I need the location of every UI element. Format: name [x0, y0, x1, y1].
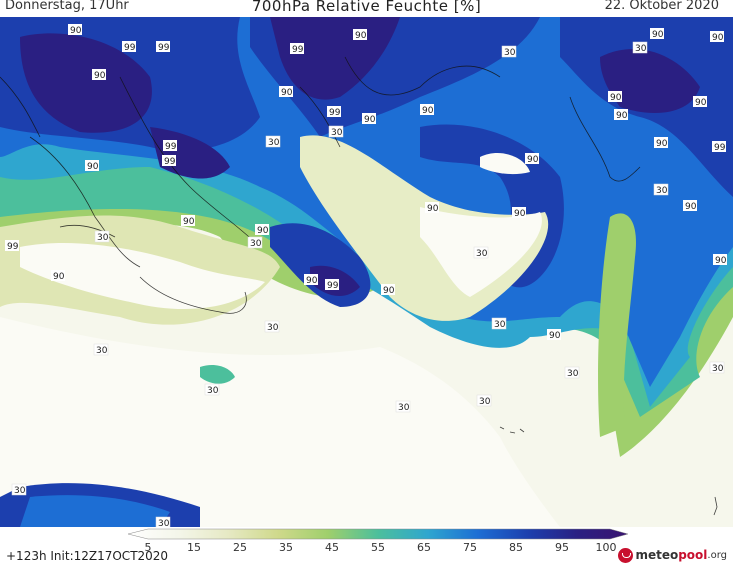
contour-label-humidity-value: 90 [616, 111, 628, 121]
meteopool-logo[interactable]: meteo pool .org [618, 546, 727, 564]
contour-label-humidity-value: 30 [479, 397, 491, 407]
contour-label-humidity-value: 30 [398, 403, 410, 413]
contour-label-humidity-value: 30 [97, 233, 109, 243]
contour-label-humidity-value: 30 [494, 320, 506, 330]
contour-label-humidity-value: 90 [70, 26, 82, 36]
contour-label-humidity-value: 30 [331, 128, 343, 138]
contour-label-humidity-value: 90 [87, 162, 99, 172]
contour-label-humidity-value: 30 [14, 486, 26, 496]
legend-tick: 65 [417, 541, 431, 554]
legend-tick: 15 [187, 541, 201, 554]
contour-label-humidity-value: 30 [504, 48, 516, 58]
contour-label-humidity-value: 30 [96, 346, 108, 356]
legend-tick: 100 [595, 541, 617, 554]
humidity-map: 90 99 99 90 99 90 99 99 90 90 99 99 90 9… [0, 17, 733, 527]
contour-label-humidity-value: 90 [257, 226, 269, 236]
contour-label-humidity-value: 90 [527, 155, 539, 165]
contour-label-humidity-value: 30 [476, 249, 488, 259]
contour-label-humidity-value: 90 [712, 33, 724, 43]
legend-tick: 45 [325, 541, 339, 554]
legend-tick: 5 [144, 541, 152, 554]
contour-label-humidity-value: 90 [685, 202, 697, 212]
contour-label-humidity-value: 99 [7, 242, 19, 252]
legend-tick: 35 [279, 541, 293, 554]
color-scale-bar [127, 528, 629, 540]
humidity-field: 90 99 99 90 99 90 99 99 90 90 99 99 90 9… [0, 17, 733, 527]
logo-text-pool: pool [678, 548, 708, 562]
contour-label-humidity-value: 30 [712, 364, 724, 374]
contour-label-humidity-value: 99 [158, 43, 170, 53]
contour-label-humidity-value: 90 [94, 71, 106, 81]
contour-label-humidity-value: 90 [652, 30, 664, 40]
contour-label-humidity-value: 99 [164, 157, 176, 167]
contour-label-humidity-value: 99 [292, 45, 304, 55]
meteopool-logo-icon [618, 547, 634, 563]
contour-label-humidity-value: 30 [207, 386, 219, 396]
forecast-date-label: 22. Oktober 2020 [604, 0, 719, 13]
contour-label-humidity-value: 90 [183, 217, 195, 227]
contour-label-humidity-value: 90 [514, 209, 526, 219]
contour-label-humidity-value: 30 [158, 519, 170, 527]
valid-time-label: Donnerstag, 17Uhr [5, 0, 129, 13]
contour-label-humidity-value: 99 [714, 143, 726, 153]
contour-label-humidity-value: 99 [165, 142, 177, 152]
contour-label-humidity-value: 90 [306, 276, 318, 286]
contour-label-humidity-value: 90 [355, 31, 367, 41]
contour-label-humidity-value: 30 [268, 138, 280, 148]
map-header: Donnerstag, 17Uhr 700hPa Relative Feucht… [0, 0, 733, 18]
legend-tick: 75 [463, 541, 477, 554]
contour-label-humidity-value: 90 [383, 286, 395, 296]
contour-label-humidity-value: 99 [329, 108, 341, 118]
legend-tick: 55 [371, 541, 385, 554]
logo-text-org: .org [707, 549, 727, 561]
contour-label-humidity-value: 90 [695, 98, 707, 108]
contour-label-humidity-value: 99 [327, 281, 339, 291]
contour-label-humidity-value: 30 [635, 44, 647, 54]
contour-label-humidity-value: 90 [656, 139, 668, 149]
model-run-info: +123h Init:12Z17OCT2020 [6, 549, 169, 563]
color-scale-legend: 5 15 25 35 45 55 65 75 85 95 100 +123h I… [0, 527, 733, 566]
contour-label-humidity-value: 30 [656, 186, 668, 196]
contour-label-humidity-value: 30 [250, 239, 262, 249]
legend-tick: 85 [509, 541, 523, 554]
logo-text-meteo: meteo [635, 548, 679, 562]
contour-label-humidity-value: 90 [610, 93, 622, 103]
legend-tick: 25 [233, 541, 247, 554]
contour-label-humidity-value: 30 [267, 323, 279, 333]
contour-label-humidity-value: 30 [567, 369, 579, 379]
contour-label-humidity-value: 90 [422, 106, 434, 116]
legend-tick: 95 [555, 541, 569, 554]
contour-label-humidity-value: 90 [427, 204, 439, 214]
contour-label-humidity-value: 90 [53, 272, 65, 282]
contour-labels: 90 99 99 90 99 90 99 99 90 90 99 99 90 9… [5, 24, 727, 527]
contour-label-humidity-value: 99 [124, 43, 136, 53]
map-title: 700hPa Relative Feuchte [%] [251, 0, 482, 15]
contour-label-humidity-value: 90 [549, 331, 561, 341]
contour-label-humidity-value: 90 [364, 115, 376, 125]
contour-label-humidity-value: 90 [715, 256, 727, 266]
contour-label-humidity-value: 90 [281, 88, 293, 98]
